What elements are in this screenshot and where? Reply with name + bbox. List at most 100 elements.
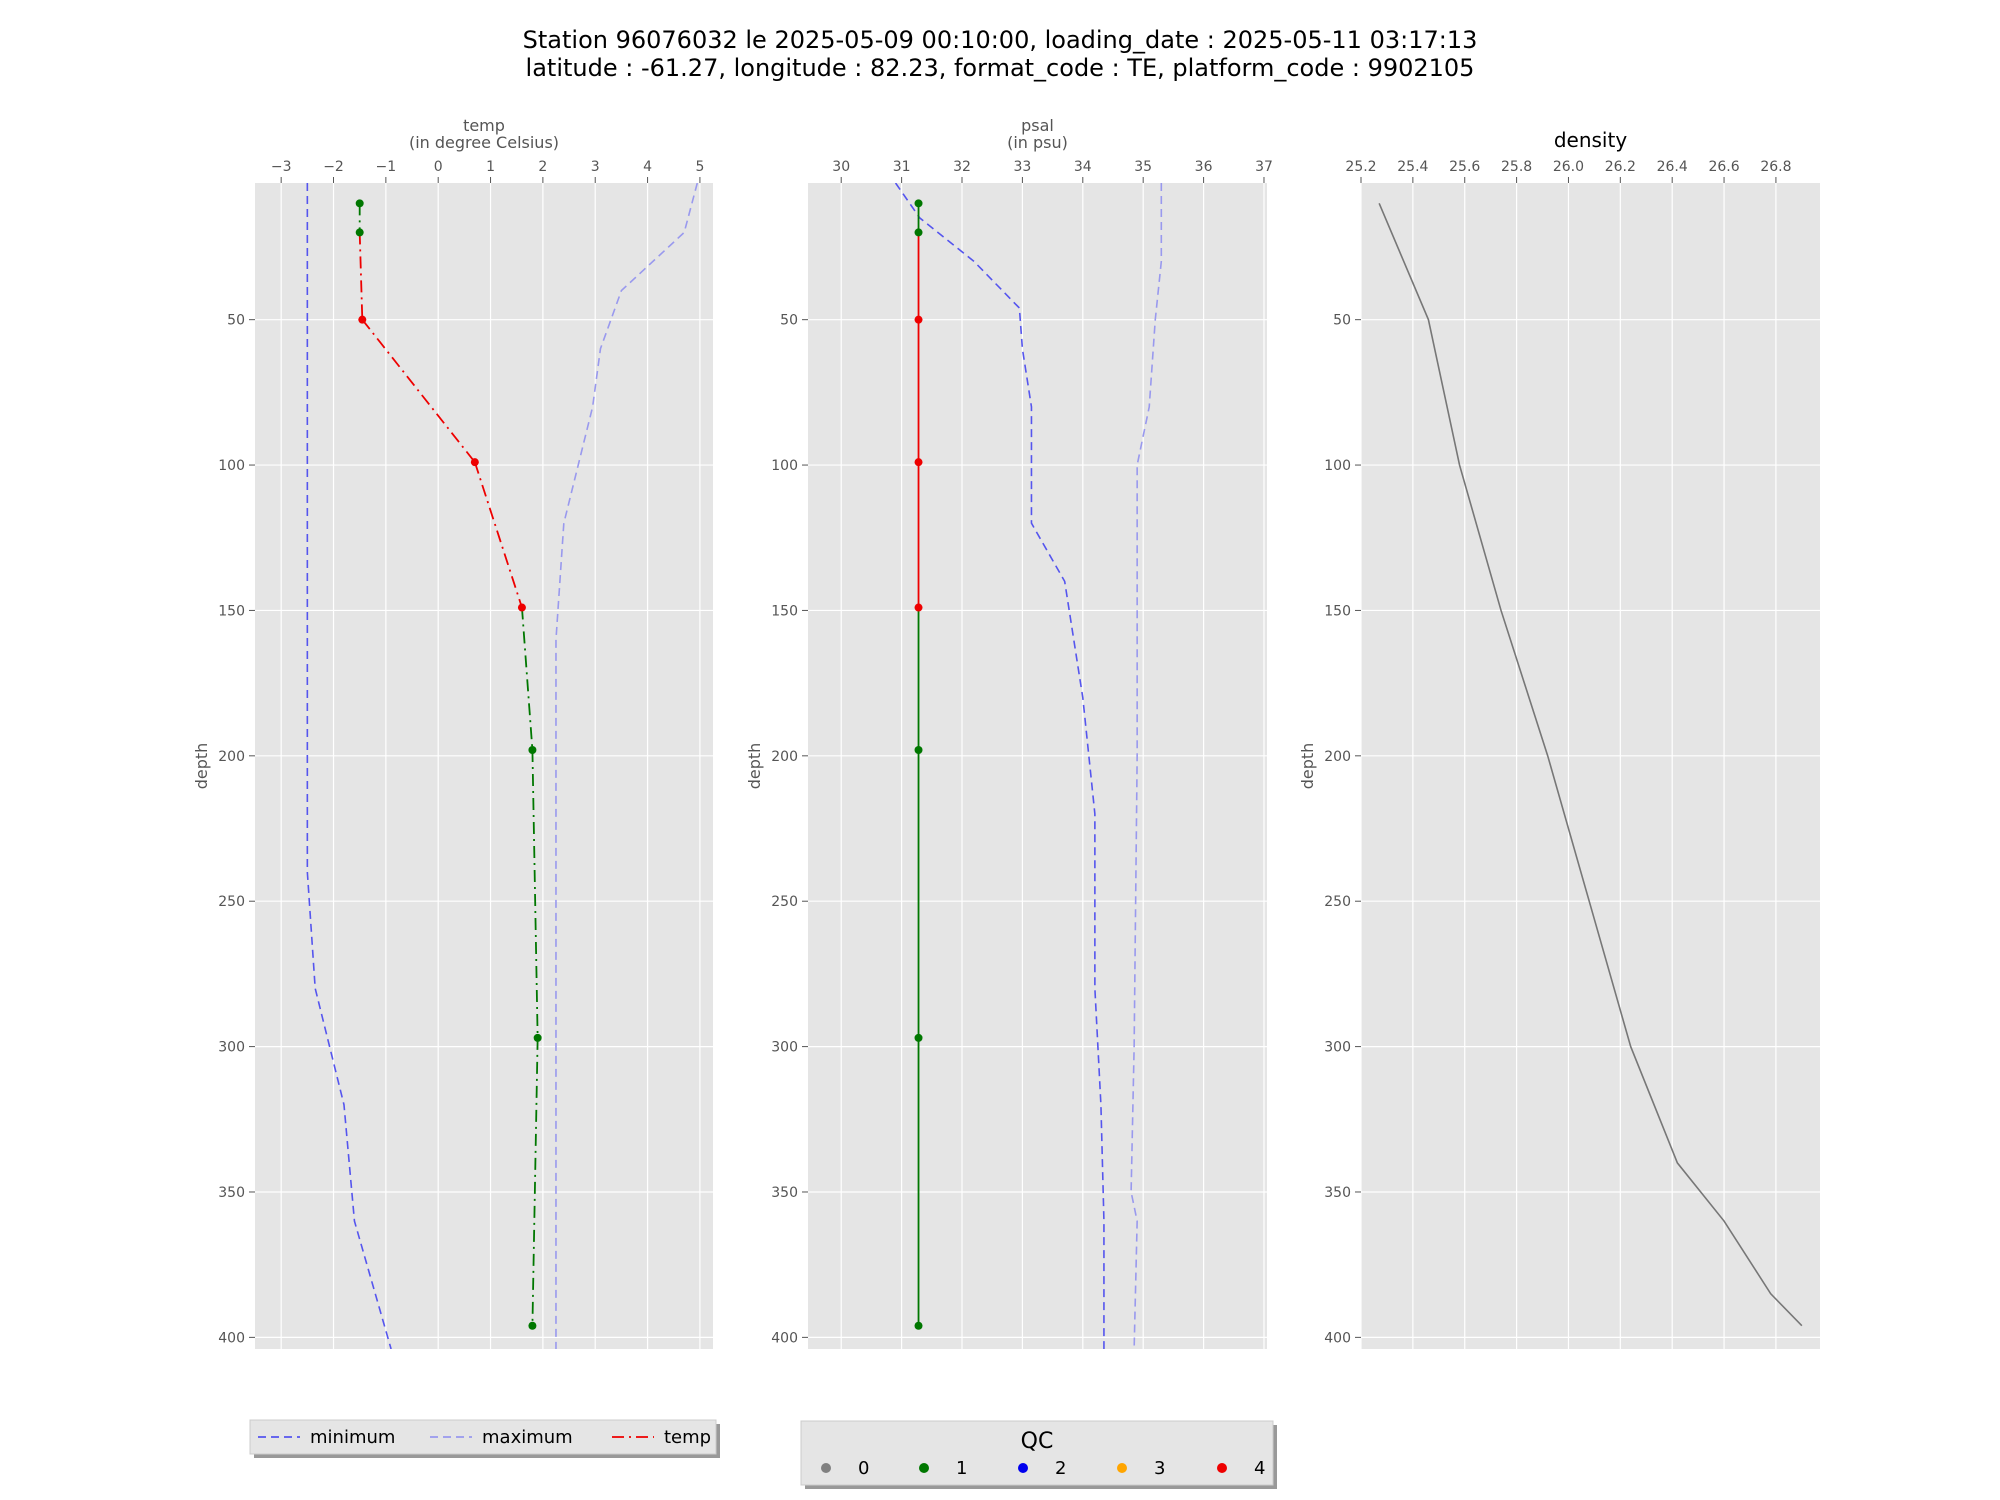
x-axis-label: (in psu) [1007,133,1068,152]
y-tick-label: 200 [218,749,245,765]
x-tick-label: 34 [1074,159,1092,175]
y-axis-label: depth [192,743,211,790]
x-axis-label: (in degree Celsius) [409,133,559,152]
y-tick-label: 250 [1324,894,1351,910]
series-psal-point [914,199,923,208]
legend-qc-title: QC [1021,1429,1054,1454]
series-temp-segment [358,232,364,320]
series-psal-point [914,1321,923,1330]
y-tick-label: 150 [218,603,245,619]
x-tick-label: 26.4 [1657,159,1688,175]
series-psal-point [914,458,923,467]
x-tick-label: 31 [893,159,911,175]
x-tick-label: −1 [376,159,397,175]
x-tick-label: 25.4 [1397,159,1428,175]
y-tick-label: 300 [1324,1040,1351,1056]
series-temp-point [528,746,537,755]
legend-label-temp: temp [664,1427,711,1448]
series-temp-point [355,228,364,237]
panels: −3 −2 −1 0 1 2 3 4 550100150200250300350400temp(… [192,116,1820,1349]
y-tick-label: 300 [771,1040,798,1056]
x-tick-label: 32 [953,159,971,175]
y-tick-label: 150 [771,603,798,619]
plot-area-temp [255,183,713,1349]
legend-label-maximum: maximum [482,1427,573,1448]
series-temp-point [517,603,526,612]
legend-qc-marker-4 [1217,1463,1227,1473]
x-tick-label: 33 [1013,159,1031,175]
panel-title: density [1554,128,1627,152]
y-tick-label: 400 [1324,1330,1351,1346]
x-tick-label: 26.6 [1708,159,1739,175]
series-psal-point [914,746,923,755]
x-tick-label: 26.2 [1605,159,1636,175]
y-tick-label: 100 [218,458,245,474]
series-group [894,183,1163,1349]
x-tick-label: 5 [695,159,704,175]
legend-qc-label-1: 1 [956,1458,967,1479]
legend-label-minimum: minimum [310,1427,395,1448]
legend-qc-label-3: 3 [1154,1458,1165,1479]
series-temp-point [358,315,367,324]
legend-qc-marker-1 [919,1463,929,1473]
plot-area-density [1361,183,1820,1349]
legend-qc-marker-2 [1018,1463,1028,1473]
series-psal-point [914,228,923,237]
series-minimum-line [894,183,1105,1349]
series-psal-point [914,1033,923,1042]
x-tick-label: 30 [832,159,850,175]
legend-qc-label-0: 0 [858,1458,869,1479]
x-tick-label: 25.6 [1449,159,1480,175]
series-maximum-line [1130,183,1163,1349]
y-tick-label: 50 [227,313,245,329]
legend-series: minimum maximum temp [249,1419,720,1458]
y-tick-label: 250 [771,894,798,910]
y-tick-label: 400 [771,1330,798,1346]
legend-qc-label-4: 4 [1254,1458,1265,1479]
legend-qc-marker-3 [1117,1463,1127,1473]
series-psal-point [914,603,923,612]
x-tick-label: −3 [271,159,292,175]
y-tick-label: 350 [218,1185,245,1201]
y-tick-label: 300 [218,1040,245,1056]
legends: minimum maximum temp QC 0 1 2 3 4 [249,1419,1277,1489]
y-tick-label: 100 [771,458,798,474]
series-psal-point [914,315,923,324]
panel-density: 25.2 25.4 25.6 25.8 26.0 26.2 26.4 26.6 26.8 50 10… [1298,128,1820,1349]
series-temp-point [528,1321,537,1330]
legend-qc-marker-0 [821,1463,831,1473]
series-temp-point [470,458,479,467]
x-tick-label: 36 [1195,159,1213,175]
x-tick-label: 25.8 [1501,159,1532,175]
figure-title-line1: Station 96076032 le 2025-05-09 00:10:00,… [523,26,1478,54]
x-tick-label: 35 [1134,159,1152,175]
y-tick-label: 50 [1333,313,1351,329]
x-tick-label: 26.8 [1760,159,1791,175]
x-tick-label: 4 [643,159,652,175]
legend-box [800,1420,1274,1486]
y-tick-label: 350 [771,1185,798,1201]
panel-psal: 30 31 32 33 34 35 36 37 50 100 150 200 250 300 350 400 p… [745,116,1273,1349]
series-temp-point [533,1033,542,1042]
series-temp-point [355,199,364,208]
figure-title-line2: latitude : -61.27, longitude : 82.23, fo… [526,54,1475,82]
y-tick-label: 50 [780,313,798,329]
series-minimum-line [306,183,392,1349]
series-maximum-line [555,183,699,1349]
x-tick-label: 1 [486,159,495,175]
panel-temp: −3 −2 −1 0 1 2 3 4 5 50 100 150 200 250 300 350 400 temp(… [192,116,713,1349]
x-tick-label: 3 [591,159,600,175]
y-tick-label: 200 [771,749,798,765]
y-axis-label: depth [1298,743,1317,790]
x-tick-label: 0 [434,159,443,175]
legend-qc: QC 0 1 2 3 4 [800,1420,1277,1489]
x-axis-label: temp [463,116,505,135]
series-density-line [1378,203,1803,1327]
y-tick-label: 200 [1324,749,1351,765]
y-tick-label: 150 [1324,603,1351,619]
y-tick-label: 250 [218,894,245,910]
series-temp-segment [473,461,523,608]
series-group [306,183,699,1349]
y-tick-label: 400 [218,1330,245,1346]
